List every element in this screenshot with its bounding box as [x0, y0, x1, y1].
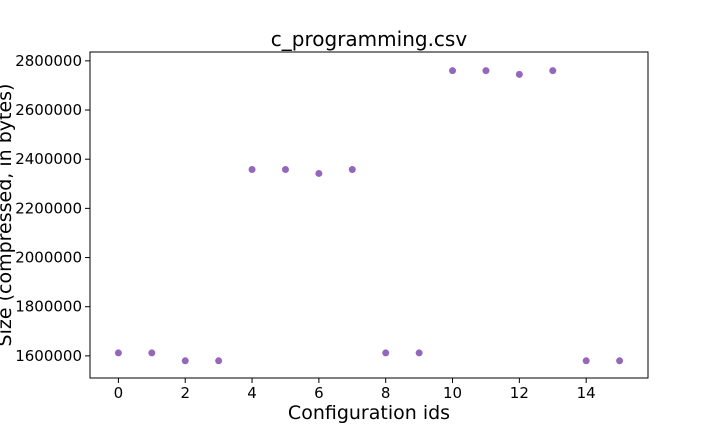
y-tick-label: 2200000	[15, 199, 82, 217]
data-point	[549, 67, 557, 75]
y-tick-label: 2000000	[15, 249, 82, 267]
x-tick-label: 2	[180, 384, 190, 402]
data-point	[281, 166, 289, 174]
y-tick-label: 1800000	[15, 298, 82, 316]
y-tick-label: 1600000	[15, 347, 82, 365]
data-point	[348, 166, 356, 174]
data-points	[114, 67, 624, 365]
data-point	[616, 357, 624, 365]
data-point	[148, 349, 156, 357]
x-tick-label: 12	[510, 384, 529, 402]
data-point	[482, 67, 490, 75]
x-tick-label: 4	[247, 384, 257, 402]
x-axis-label: Configuration ids	[288, 402, 450, 424]
data-point	[181, 357, 189, 365]
x-tick-label: 10	[443, 384, 462, 402]
data-point	[215, 357, 223, 365]
x-tick-label: 0	[114, 384, 124, 402]
y-tick-label: 2600000	[15, 101, 82, 119]
data-point	[449, 67, 457, 75]
y-tick-label: 2400000	[15, 150, 82, 168]
data-point	[315, 169, 323, 177]
data-point	[382, 349, 390, 357]
data-point	[248, 166, 256, 174]
y-tick-label: 2800000	[15, 52, 82, 70]
plot-frame	[89, 51, 649, 379]
data-point	[114, 349, 122, 357]
x-tick-label: 8	[381, 384, 391, 402]
data-point	[515, 70, 523, 78]
y-axis-label: Size (compressed, in bytes)	[0, 84, 16, 347]
chart-title: c_programming.csv	[271, 27, 468, 51]
x-axis-ticks: 0 2 4 6 8 10 12 14	[114, 378, 596, 402]
y-axis-ticks: 1600000 1800000 2000000 2200000 2400000 26000…	[15, 52, 90, 365]
data-point	[415, 349, 423, 357]
data-point	[582, 357, 590, 365]
x-tick-label: 6	[314, 384, 324, 402]
x-tick-label: 14	[577, 384, 596, 402]
